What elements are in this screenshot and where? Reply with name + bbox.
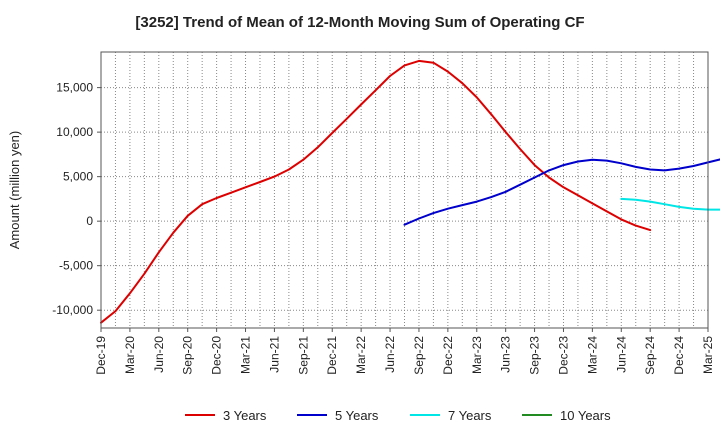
series-layer xyxy=(100,59,720,324)
x-tick-label: Sep-20 xyxy=(181,336,195,375)
x-tick-label: Dec-19 xyxy=(94,336,108,375)
y-tick-label: -5,000 xyxy=(59,259,93,273)
legend: 3 Years 5 Years 7 Years 10 Years xyxy=(185,408,611,423)
x-tick-label: Jun-24 xyxy=(614,336,628,373)
x-tick-label: Dec-21 xyxy=(325,336,339,375)
legend-label-10-years: 10 Years xyxy=(560,408,611,423)
y-tick-label: -10,000 xyxy=(52,303,93,317)
y-tick-label: 0 xyxy=(86,214,93,228)
x-tick-label: Mar-25 xyxy=(701,336,715,374)
x-tick-label: Mar-21 xyxy=(239,336,253,374)
series-line-3-years xyxy=(100,59,652,324)
x-tick-label: Dec-24 xyxy=(672,336,686,375)
series-line-5-years xyxy=(403,158,720,226)
y-tick-label: 10,000 xyxy=(56,125,93,139)
x-tick-label: Dec-20 xyxy=(210,336,224,375)
legend-label-7-years: 7 Years xyxy=(448,408,492,423)
x-tick-label: Jun-22 xyxy=(383,336,397,373)
x-tick-label: Mar-24 xyxy=(585,336,599,374)
legend-label-3-years: 3 Years xyxy=(223,408,267,423)
plot-frame xyxy=(100,51,709,329)
x-tick-label: Jun-20 xyxy=(152,336,166,373)
y-axis-label: Amount (million yen) xyxy=(7,131,22,250)
y-axis-ticks: -10,000 -5,000 0 5,000 10,000 15,000 xyxy=(52,81,101,317)
x-tick-label: Sep-22 xyxy=(412,336,426,375)
x-tick-label: Mar-23 xyxy=(470,336,484,374)
grid-layer xyxy=(100,52,709,328)
x-tick-label: Sep-21 xyxy=(296,336,310,375)
x-tick-label: Jun-23 xyxy=(499,336,513,373)
x-tick-label: Mar-20 xyxy=(123,336,137,374)
series-line-7-years xyxy=(620,197,720,211)
legend-label-5-years: 5 Years xyxy=(335,408,379,423)
x-tick-label: Mar-22 xyxy=(354,336,368,374)
x-tick-label: Jun-21 xyxy=(267,336,281,373)
x-axis-ticks: Dec-19 Mar-20 Jun-20 Sep-20 Dec-20 Mar-21 Jun-… xyxy=(94,328,715,375)
y-tick-label: 5,000 xyxy=(63,170,93,184)
x-tick-label: Dec-23 xyxy=(556,336,570,375)
x-tick-label: Sep-24 xyxy=(643,336,657,375)
x-tick-label: Sep-23 xyxy=(528,336,542,375)
chart-title: [3252] Trend of Mean of 12-Month Moving … xyxy=(135,14,585,31)
x-tick-label: Dec-22 xyxy=(441,336,455,375)
y-tick-label: 15,000 xyxy=(56,81,93,95)
